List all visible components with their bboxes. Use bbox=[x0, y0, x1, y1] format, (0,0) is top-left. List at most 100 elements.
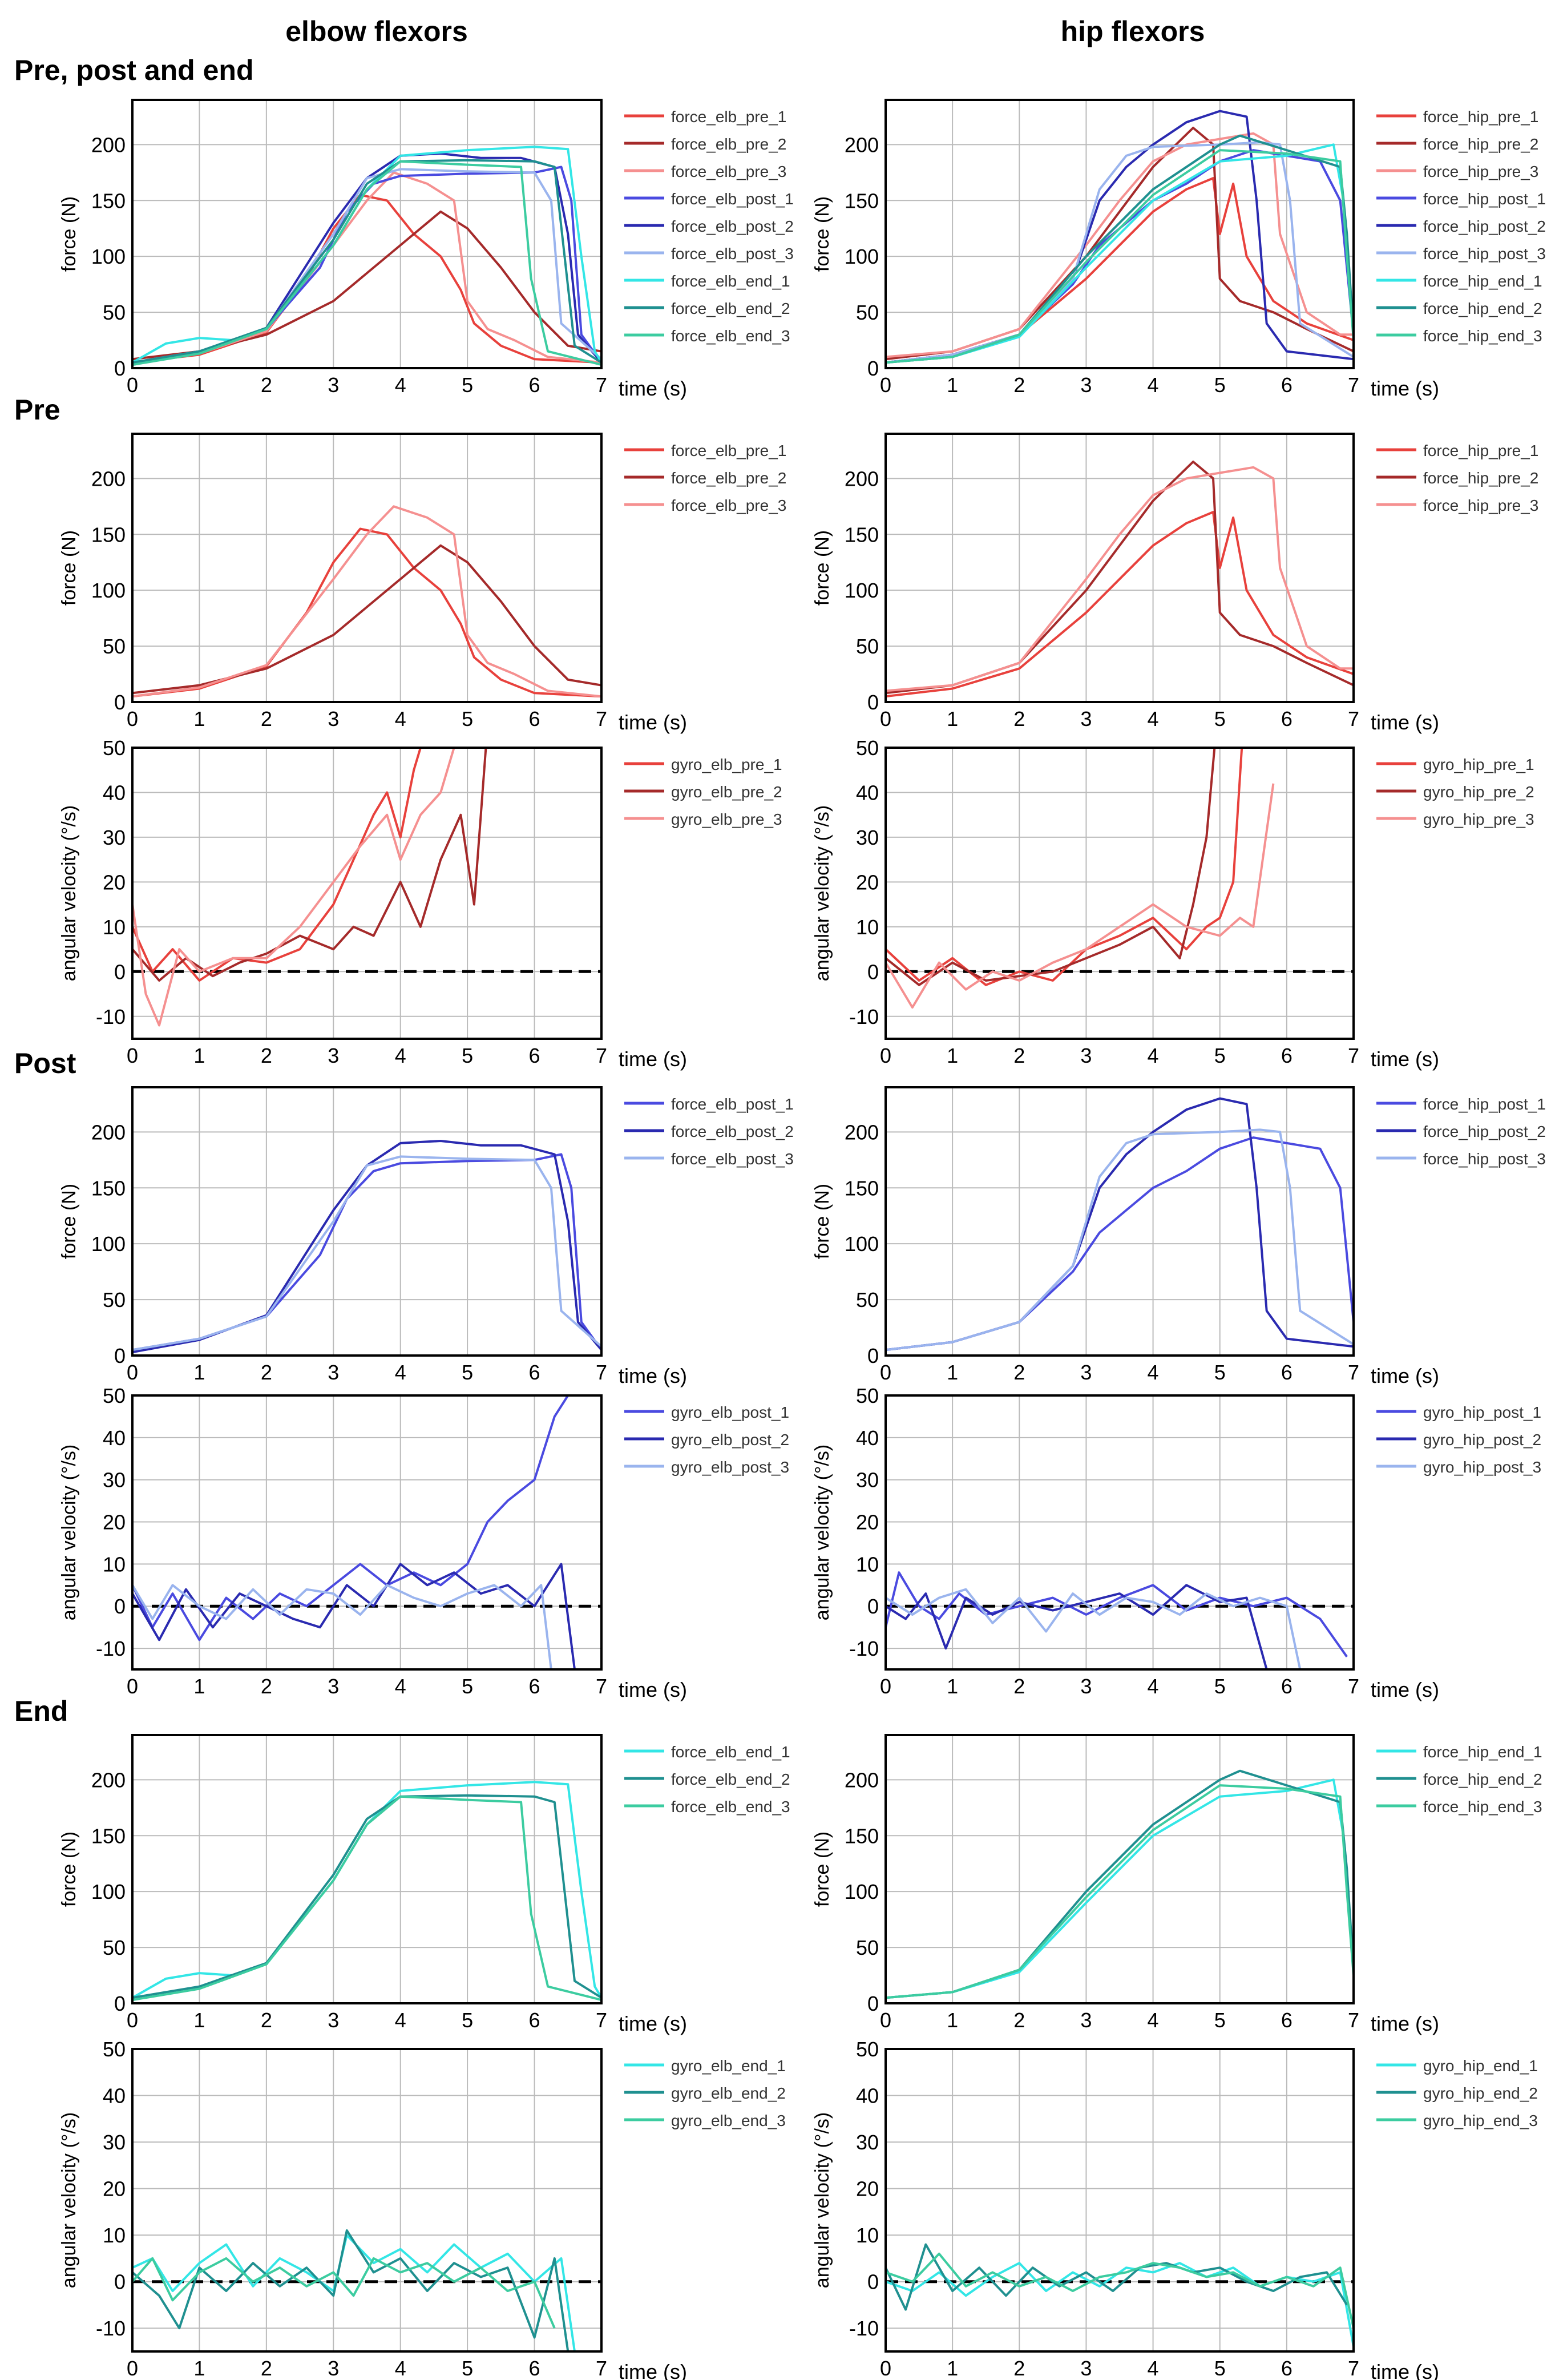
y-tick-label: 50 bbox=[103, 736, 126, 760]
legend-label: force_hip_end_3 bbox=[1423, 1798, 1542, 1816]
y-axis-label: force (N) bbox=[58, 1184, 80, 1259]
x-axis-label: time (s) bbox=[619, 2360, 687, 2380]
y-tick-label: 150 bbox=[845, 1176, 879, 1200]
legend-label: force_hip_pre_3 bbox=[1423, 163, 1538, 180]
x-tick-label: 4 bbox=[1148, 373, 1159, 397]
x-tick-label: 1 bbox=[947, 1044, 958, 1067]
y-tick-label: 200 bbox=[91, 467, 126, 490]
plot-area bbox=[132, 1395, 601, 1669]
x-tick-label: 5 bbox=[1214, 373, 1226, 397]
chart-end-hip-force: 0 1 2 3 4 5 6 7 0 50 100 150 200 time (s) force (N) for… bbox=[811, 1734, 1542, 2035]
legend-label: force_elb_end_3 bbox=[671, 1798, 790, 1816]
series-line-gyro_hip_post_3 bbox=[886, 1588, 1302, 1669]
series-group bbox=[886, 1097, 1354, 1352]
series-line-gyro_hip_pre_2 bbox=[886, 748, 1216, 986]
series-line-force_hip_pre_1 bbox=[886, 511, 1354, 698]
legend-label: force_hip_post_2 bbox=[1423, 217, 1546, 235]
series-line-gyro_hip_end_2 bbox=[886, 2243, 1348, 2311]
y-tick-label: 200 bbox=[845, 1120, 879, 1144]
legend-label: gyro_elb_pre_1 bbox=[671, 756, 782, 773]
x-tick-label: 0 bbox=[880, 2357, 891, 2380]
y-tick-label: 100 bbox=[845, 1880, 879, 1903]
y-tick-label: 30 bbox=[103, 1469, 126, 1492]
legend-label: force_elb_post_1 bbox=[671, 190, 794, 208]
x-tick-label: 3 bbox=[1080, 373, 1092, 397]
y-tick-label: 40 bbox=[103, 781, 126, 804]
legend-label: force_hip_post_2 bbox=[1423, 1123, 1546, 1140]
y-tick-label: 40 bbox=[856, 2084, 879, 2108]
x-tick-label: 0 bbox=[127, 1044, 138, 1067]
legend-label: gyro_elb_end_2 bbox=[671, 2084, 786, 2102]
series-group bbox=[132, 1781, 601, 2002]
series-line-gyro_elb_end_2 bbox=[132, 2229, 570, 2351]
plot-area bbox=[886, 1087, 1354, 1356]
y-tick-label: 150 bbox=[845, 1824, 879, 1847]
y-tick-label: 10 bbox=[103, 915, 126, 939]
legend-label: gyro_hip_end_1 bbox=[1423, 2057, 1538, 2075]
series-line-gyro_hip_pre_1 bbox=[886, 748, 1243, 986]
y-tick-label: 0 bbox=[867, 1344, 879, 1368]
y-tick-label: 20 bbox=[856, 1511, 879, 1534]
legend-label: gyro_hip_post_1 bbox=[1423, 1403, 1541, 1421]
legend-label: force_hip_post_3 bbox=[1423, 245, 1546, 263]
legend-label: force_hip_pre_3 bbox=[1423, 497, 1538, 514]
y-tick-label: 0 bbox=[114, 1344, 126, 1368]
y-tick-label: 10 bbox=[103, 1552, 126, 1576]
x-axis-label: time (s) bbox=[1371, 1678, 1439, 1701]
x-tick-label: 7 bbox=[596, 2357, 607, 2380]
y-tick-label: 150 bbox=[91, 1824, 126, 1847]
x-tick-label: 6 bbox=[529, 1675, 540, 1698]
legend-label: gyro_elb_post_3 bbox=[671, 1458, 789, 1476]
y-axis-label: force (N) bbox=[811, 1184, 833, 1259]
legend-label: force_elb_end_3 bbox=[671, 327, 790, 345]
x-tick-label: 2 bbox=[261, 2357, 272, 2380]
legend-label: gyro_hip_post_3 bbox=[1423, 1458, 1541, 1476]
x-tick-label: 6 bbox=[529, 1361, 540, 1384]
x-tick-label: 0 bbox=[127, 2357, 138, 2380]
y-tick-label: 10 bbox=[103, 2224, 126, 2247]
legend-label: gyro_hip_end_3 bbox=[1423, 2112, 1538, 2129]
legend-label: force_hip_end_1 bbox=[1423, 272, 1542, 290]
series-line-force_elb_end_2 bbox=[132, 159, 601, 364]
x-axis-label: time (s) bbox=[619, 1047, 687, 1071]
x-tick-label: 4 bbox=[395, 707, 406, 731]
legend-label: gyro_elb_post_1 bbox=[671, 1403, 789, 1421]
legend-label: force_hip_post_3 bbox=[1423, 1150, 1546, 1168]
x-tick-label: 7 bbox=[1348, 1044, 1359, 1067]
x-tick-label: 2 bbox=[1013, 1675, 1025, 1698]
y-tick-label: 200 bbox=[91, 1768, 126, 1792]
x-tick-label: 6 bbox=[529, 2008, 540, 2032]
legend-label: gyro_elb_end_3 bbox=[671, 2112, 786, 2129]
series-line-gyro_elb_pre_2 bbox=[132, 748, 487, 982]
x-tick-label: 1 bbox=[947, 707, 958, 731]
y-tick-label: 40 bbox=[103, 2084, 126, 2108]
legend-label: force_elb_pre_3 bbox=[671, 497, 786, 514]
x-tick-label: 2 bbox=[1013, 373, 1025, 397]
y-tick-label: -10 bbox=[849, 1637, 879, 1660]
y-tick-label: -10 bbox=[849, 2317, 879, 2340]
x-axis-label: time (s) bbox=[1371, 2360, 1439, 2380]
y-tick-label: 20 bbox=[856, 2177, 879, 2201]
series-line-force_hip_end_3 bbox=[886, 149, 1354, 364]
legend-label: force_hip_end_1 bbox=[1423, 1743, 1542, 1761]
y-tick-label: 20 bbox=[856, 870, 879, 894]
x-axis-label: time (s) bbox=[1371, 2012, 1439, 2035]
y-tick-label: 150 bbox=[845, 523, 879, 546]
x-tick-label: 0 bbox=[880, 1044, 891, 1067]
y-axis-label: angular velocity (°/s) bbox=[811, 805, 833, 981]
x-tick-label: 4 bbox=[395, 1361, 406, 1384]
series-line-force_elb_end_3 bbox=[132, 160, 601, 366]
y-tick-label: 50 bbox=[103, 1288, 126, 1312]
x-tick-label: 7 bbox=[1348, 2008, 1359, 2032]
plot-frame bbox=[131, 747, 603, 1040]
x-axis-label: time (s) bbox=[619, 711, 687, 734]
x-tick-label: 4 bbox=[395, 1044, 406, 1067]
y-axis-label: force (N) bbox=[811, 196, 833, 272]
plot-frame bbox=[884, 2048, 1355, 2353]
y-tick-label: 200 bbox=[845, 1768, 879, 1792]
section-label-combined: Pre, post and end bbox=[14, 54, 254, 86]
x-tick-label: 2 bbox=[261, 373, 272, 397]
legend-label: force_hip_end_3 bbox=[1423, 327, 1542, 345]
plot-area bbox=[886, 1395, 1354, 1669]
